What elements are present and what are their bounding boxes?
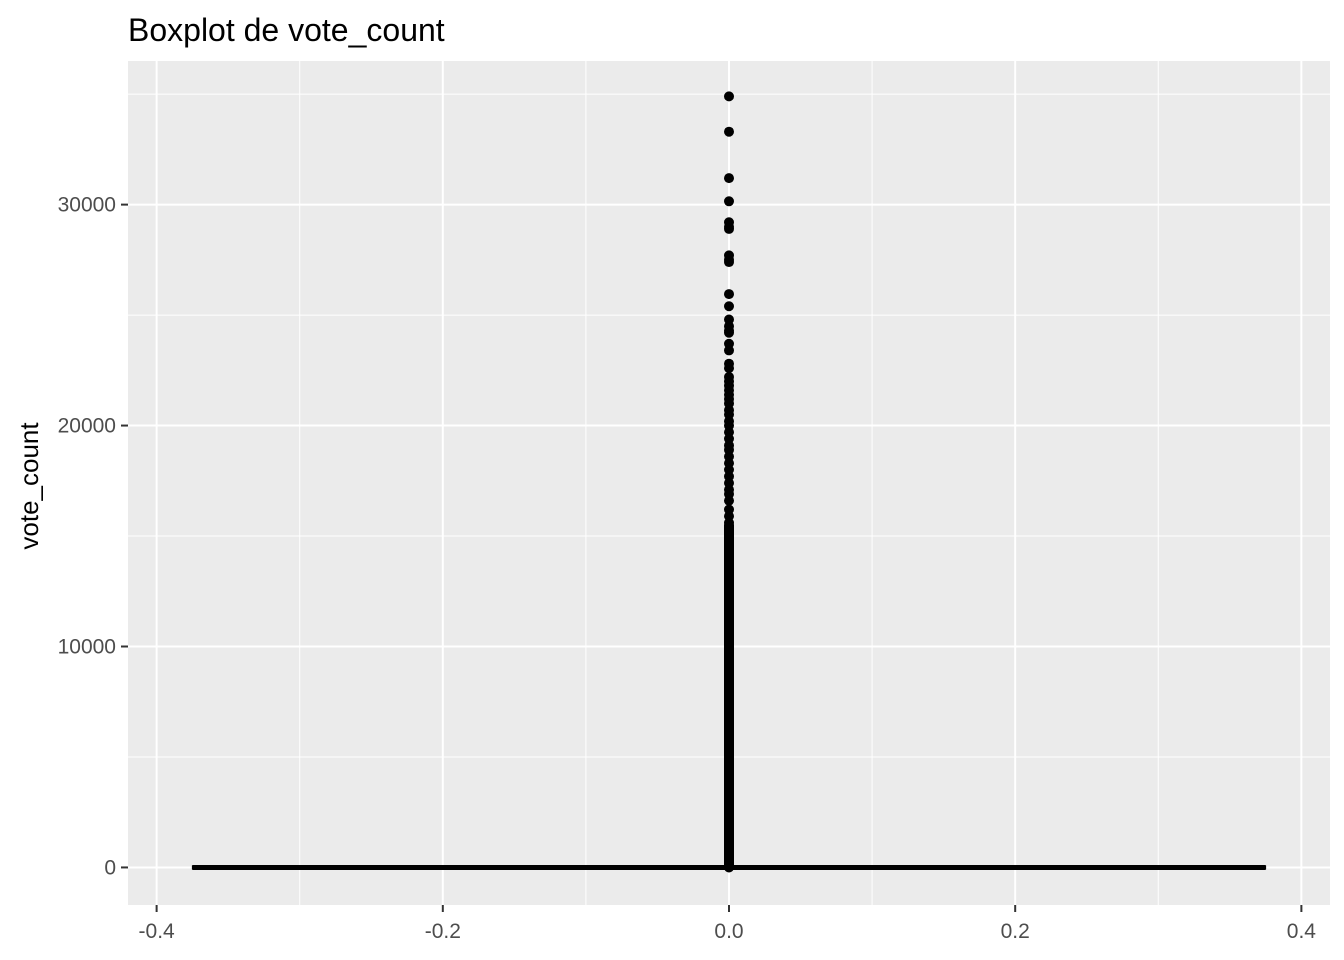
outlier-point <box>724 345 734 356</box>
outlier-point <box>724 173 734 184</box>
x-tick-label: 0.2 <box>1001 920 1030 943</box>
y-axis-title: vote_count <box>14 422 44 550</box>
outlier-point <box>724 301 734 312</box>
outlier-point <box>724 91 734 102</box>
outlier-point <box>724 257 734 268</box>
chart-title: Boxplot de vote_count <box>128 12 445 48</box>
y-tick-label: 10000 <box>58 635 116 658</box>
outlier-point <box>724 327 734 338</box>
x-tick-label: -0.2 <box>425 920 461 943</box>
x-tick-label: 0.0 <box>714 920 743 943</box>
y-tick-label: 20000 <box>58 415 116 438</box>
y-tick-label: 0 <box>104 856 116 879</box>
x-tick-label: -0.4 <box>139 920 176 943</box>
x-tick-label: 0.4 <box>1287 920 1317 943</box>
outlier-point <box>724 223 734 234</box>
outlier-point <box>724 196 734 207</box>
x-axis: -0.4 -0.2 0.0 0.2 0.4 <box>139 905 1317 943</box>
outlier-point <box>724 363 734 374</box>
box-marks <box>191 91 1267 873</box>
outlier-point <box>724 517 734 528</box>
y-tick-label: 30000 <box>58 194 116 217</box>
y-axis: 0 10000 20000 30000 <box>58 194 128 879</box>
outlier-point <box>724 126 734 137</box>
outlier-point <box>724 289 734 300</box>
outlier-point <box>724 495 734 506</box>
